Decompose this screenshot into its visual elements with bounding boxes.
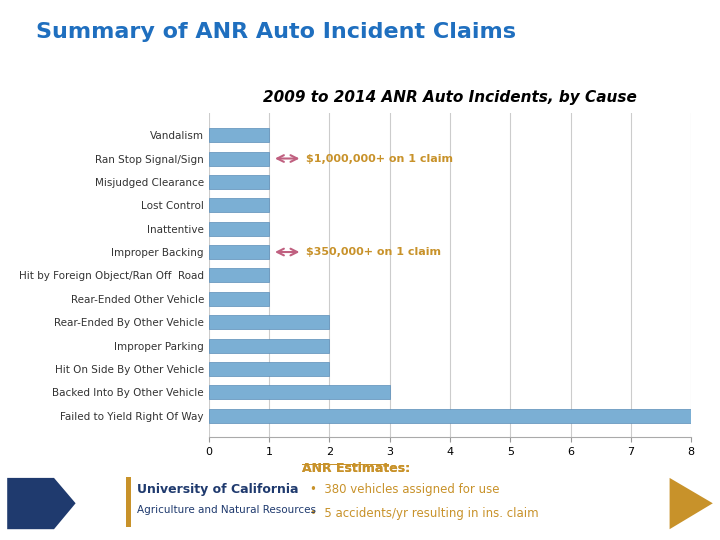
Bar xyxy=(209,152,269,166)
Text: University of California: University of California xyxy=(137,483,298,496)
Bar xyxy=(209,339,329,353)
Text: Summary of ANR Auto Incident Claims: Summary of ANR Auto Incident Claims xyxy=(36,22,516,42)
Bar xyxy=(209,128,269,142)
Bar xyxy=(209,315,329,329)
Bar xyxy=(209,198,269,212)
Text: $350,000+ on 1 claim: $350,000+ on 1 claim xyxy=(307,247,441,257)
Bar xyxy=(209,245,269,259)
Text: ANR Estimates:: ANR Estimates: xyxy=(302,462,410,475)
Bar xyxy=(209,221,269,235)
Text: Agriculture and Natural Resources: Agriculture and Natural Resources xyxy=(137,505,316,515)
Bar xyxy=(209,385,390,399)
Bar xyxy=(209,268,269,282)
Text: ANR Estimates:: ANR Estimates: xyxy=(302,462,410,475)
Bar xyxy=(209,175,269,189)
Text: •  5 accidents/yr resulting in ins. claim: • 5 accidents/yr resulting in ins. claim xyxy=(310,507,539,519)
Title: 2009 to 2014 ANR Auto Incidents, by Cause: 2009 to 2014 ANR Auto Incidents, by Caus… xyxy=(263,90,637,105)
Text: $1,000,000+ on 1 claim: $1,000,000+ on 1 claim xyxy=(307,153,454,164)
Text: •  380 vehicles assigned for use: • 380 vehicles assigned for use xyxy=(310,483,499,496)
Bar xyxy=(209,409,691,423)
Bar xyxy=(209,292,269,306)
Bar xyxy=(209,362,329,376)
